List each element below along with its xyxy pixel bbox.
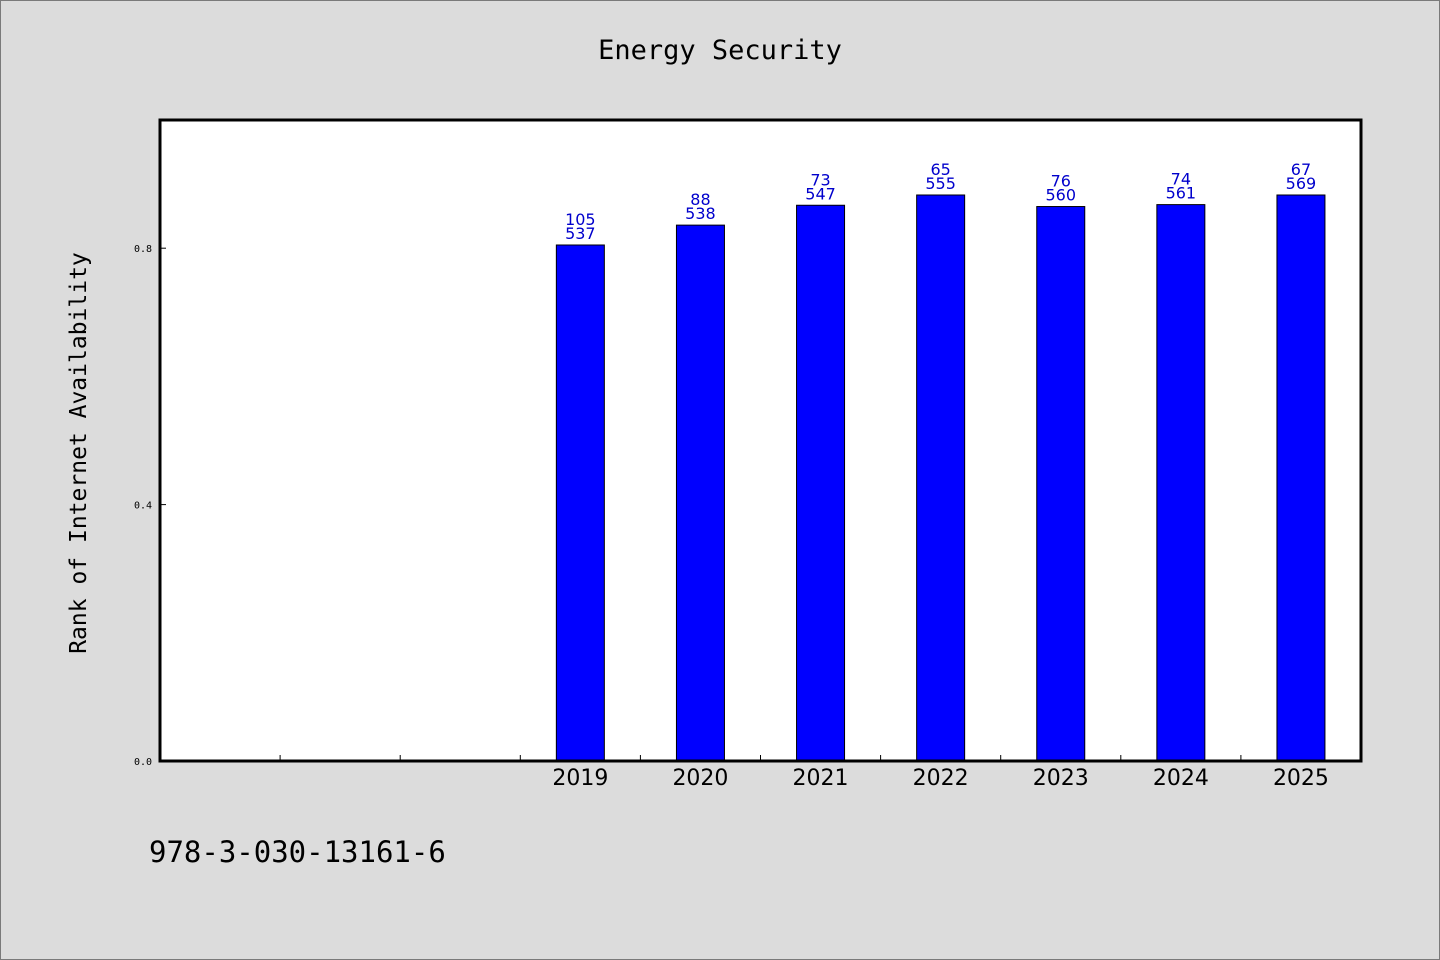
bar <box>1156 204 1206 762</box>
x-tick-label: 2020 <box>672 766 728 791</box>
bar-annotation-top: 67 <box>1291 160 1311 179</box>
chart-title: Energy Security <box>598 35 842 66</box>
x-tick-label: 2022 <box>913 766 969 791</box>
bar-annotation-top: 73 <box>810 170 830 189</box>
bar <box>1036 206 1086 762</box>
bar-annotation-top: 76 <box>1051 172 1071 191</box>
bar-annotation-bottom: 537 <box>565 224 596 243</box>
x-tick-label: 2025 <box>1273 766 1329 791</box>
bar-annotation-bottom: 538 <box>685 204 716 223</box>
bar <box>1276 194 1326 762</box>
bar-annotation-top: 105 <box>565 210 596 229</box>
bar-annotation-bottom: 560 <box>1045 186 1076 205</box>
y-tick-label: 0.4 <box>134 501 152 512</box>
bar-annotation-bottom: 547 <box>805 184 836 203</box>
plot-frame <box>158 118 1363 763</box>
footer-identifier: 978-3-030-13161-6 <box>149 835 446 869</box>
x-tick-label: 2023 <box>1033 766 1089 791</box>
bar <box>916 194 966 762</box>
bar <box>555 244 605 762</box>
bar-annotation-bottom: 555 <box>925 174 956 193</box>
bar-annotation-bottom: 561 <box>1166 184 1197 203</box>
bar-annotation-top: 88 <box>690 190 710 209</box>
x-tick-label: 2021 <box>793 766 849 791</box>
x-tick-label: 2024 <box>1153 766 1209 791</box>
bar <box>796 204 846 762</box>
x-tick-label: 2019 <box>552 766 608 791</box>
bar-annotation-top: 65 <box>930 160 950 179</box>
y-tick-label: 0.0 <box>134 757 152 768</box>
bar-annotation-bottom: 569 <box>1286 174 1317 193</box>
y-tick-label: 0.8 <box>134 244 152 255</box>
bar <box>675 224 725 762</box>
bar-annotation-top: 74 <box>1171 170 1191 189</box>
